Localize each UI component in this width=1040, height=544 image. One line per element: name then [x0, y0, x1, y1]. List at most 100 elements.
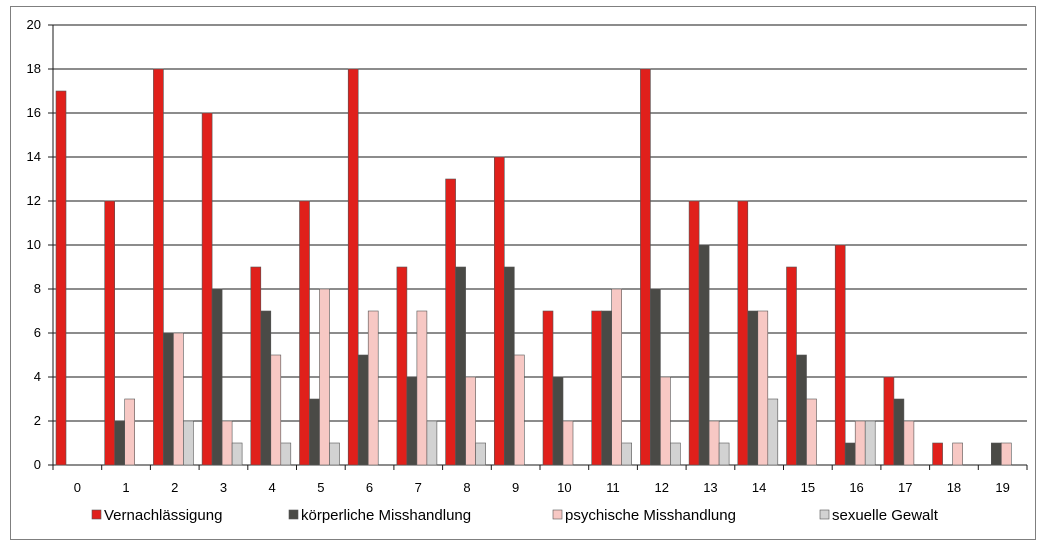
- bar-2: [698, 244, 710, 466]
- y-tick-label: 10: [27, 237, 41, 252]
- legend-swatch: [91, 509, 102, 520]
- bar-2: [552, 376, 564, 466]
- bar-3: [416, 310, 428, 466]
- x-tick-label: 1: [122, 480, 129, 495]
- x-tick-label: 8: [463, 480, 470, 495]
- bar-1: [688, 200, 700, 466]
- legend-swatch: [819, 509, 830, 520]
- x-tick-label: 16: [849, 480, 863, 495]
- bar-1: [104, 200, 115, 466]
- bar-4: [280, 442, 292, 466]
- bar-1: [55, 90, 67, 466]
- bar-1: [153, 68, 164, 466]
- legend-label: psychische Misshandlung: [565, 507, 736, 524]
- bar-3: [854, 420, 866, 466]
- bar-1: [834, 244, 846, 466]
- bar-3: [806, 398, 817, 466]
- legend-label: körperliche Misshandlung: [301, 507, 471, 524]
- bar-1: [640, 68, 651, 466]
- bar-1: [883, 376, 895, 466]
- bar-2: [990, 442, 1002, 466]
- bar-3: [367, 310, 379, 466]
- bar-2: [114, 420, 125, 466]
- bar-2: [844, 442, 856, 466]
- bar-2: [650, 288, 661, 466]
- bar-2: [260, 310, 272, 466]
- bar-2: [406, 376, 418, 466]
- bar-4: [475, 442, 486, 466]
- bar-1: [493, 156, 505, 466]
- bar-4: [426, 420, 438, 466]
- bar-3: [124, 398, 135, 466]
- bar-2: [601, 310, 613, 466]
- bar-1: [591, 310, 603, 466]
- bar-2: [503, 266, 515, 466]
- x-tick-label: 13: [703, 480, 717, 495]
- y-tick-label: 18: [27, 61, 41, 76]
- bar-2: [455, 266, 466, 466]
- bar-1: [347, 68, 359, 466]
- bar-4: [621, 442, 633, 466]
- bar-2: [357, 354, 369, 466]
- x-tick-label: 17: [898, 480, 912, 495]
- x-tick-label: 6: [366, 480, 373, 495]
- bar-3: [513, 354, 525, 466]
- bar-1: [445, 178, 456, 466]
- bar-4: [231, 442, 243, 466]
- y-tick-label: 2: [34, 413, 41, 428]
- bar-3: [465, 376, 476, 466]
- bar-1: [542, 310, 554, 466]
- legend-swatch: [288, 509, 299, 520]
- bar-1: [201, 112, 213, 466]
- legend-label: Vernachlässigung: [104, 507, 222, 524]
- bar-1: [250, 266, 262, 466]
- bar-1: [737, 200, 749, 466]
- x-tick-label: 14: [752, 480, 766, 495]
- x-tick-label: 19: [995, 480, 1009, 495]
- y-tick-label: 16: [27, 105, 41, 120]
- y-tick-label: 0: [34, 457, 41, 472]
- bar-2: [163, 332, 174, 466]
- bar-2: [893, 398, 905, 466]
- bar-3: [562, 420, 574, 466]
- bar-1: [786, 266, 797, 466]
- y-tick-label: 20: [27, 17, 41, 32]
- x-tick-label: 3: [220, 480, 227, 495]
- bar-4: [329, 442, 340, 466]
- bar-3: [757, 310, 769, 466]
- x-tick-label: 5: [317, 480, 324, 495]
- x-tick-label: 0: [74, 480, 81, 495]
- y-tick-label: 6: [34, 325, 41, 340]
- bar-2: [796, 354, 807, 466]
- x-tick-label: 2: [171, 480, 178, 495]
- y-tick-label: 12: [27, 193, 41, 208]
- x-tick-label: 18: [947, 480, 961, 495]
- x-tick-label: 9: [512, 480, 519, 495]
- legend-label: sexuelle Gewalt: [832, 507, 939, 524]
- bar-4: [718, 442, 730, 466]
- bar-2: [309, 398, 320, 466]
- x-tick-label: 10: [557, 480, 571, 495]
- x-tick-label: 11: [606, 480, 620, 495]
- bar-3: [611, 288, 623, 466]
- x-tick-label: 15: [801, 480, 815, 495]
- bar-4: [670, 442, 681, 466]
- bar-3: [660, 376, 671, 466]
- y-tick-label: 14: [27, 149, 41, 164]
- x-tick-label: 12: [655, 480, 669, 495]
- bar-1: [396, 266, 408, 466]
- bar-1: [932, 442, 943, 466]
- y-tick-label: 4: [34, 369, 41, 384]
- y-tick-label: 8: [34, 281, 41, 296]
- bar-3: [319, 288, 330, 466]
- bar-4: [767, 398, 779, 466]
- bar-4: [864, 420, 876, 466]
- x-tick-label: 4: [269, 480, 276, 495]
- legend-swatch: [552, 509, 563, 520]
- bar-3: [1000, 442, 1012, 466]
- bar-3: [270, 354, 282, 466]
- bar-3: [708, 420, 720, 466]
- bar-3: [221, 420, 233, 466]
- bar-3: [952, 442, 963, 466]
